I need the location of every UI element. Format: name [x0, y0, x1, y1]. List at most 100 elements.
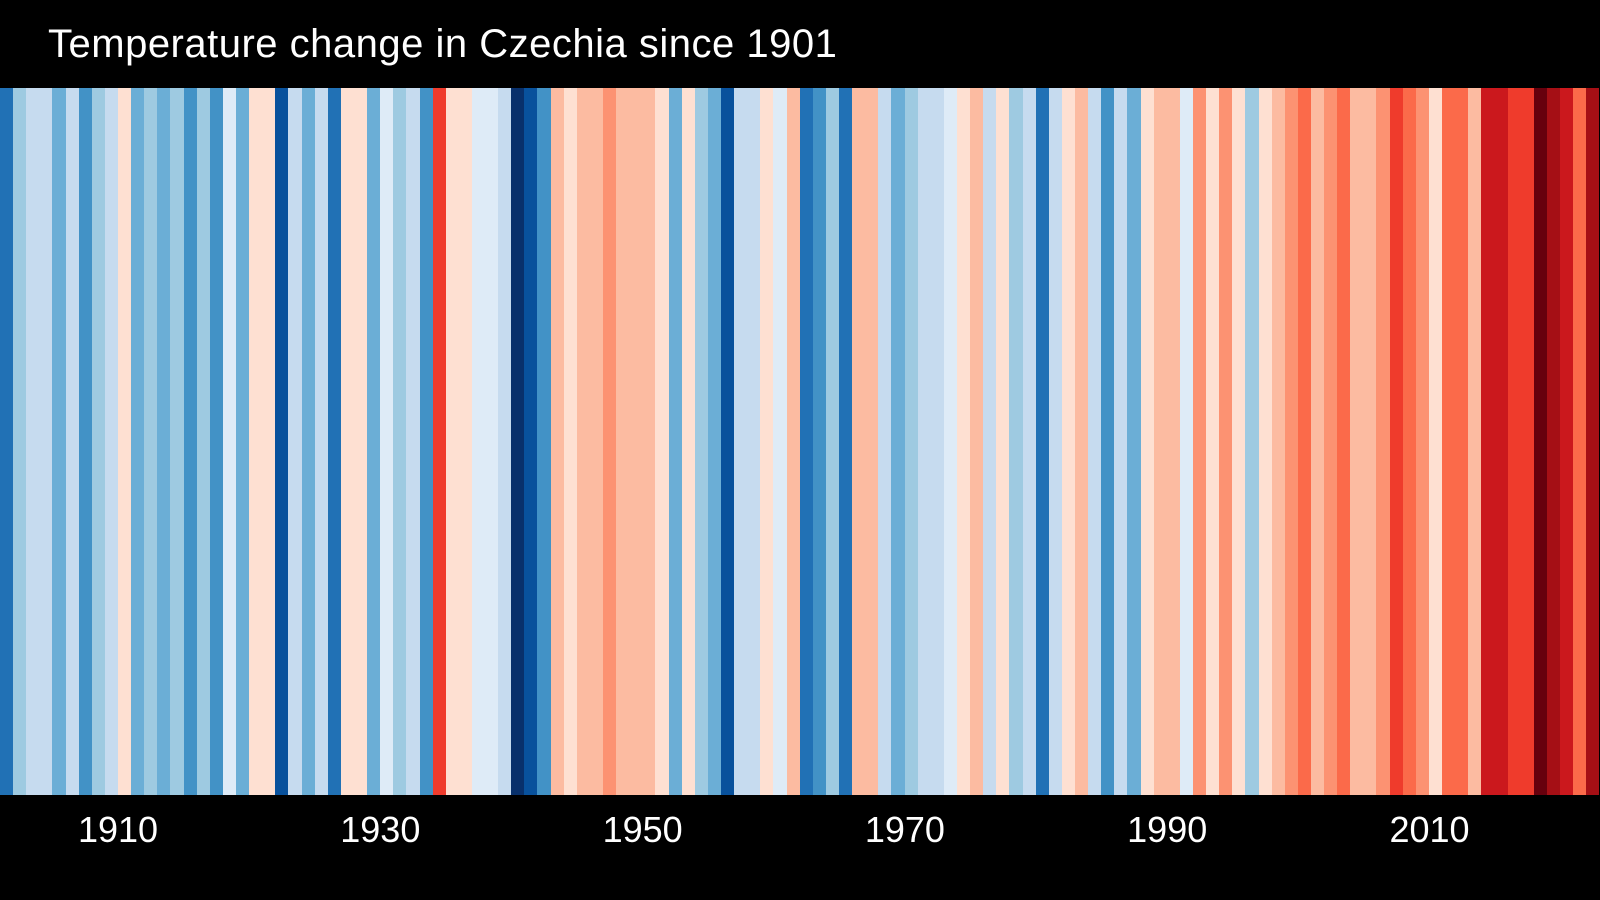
stripe — [694, 88, 708, 795]
stripe — [458, 88, 472, 795]
stripe — [1560, 88, 1574, 795]
stripe — [275, 88, 289, 795]
x-axis: 1910 1930 1950 1970 1990 2010 — [0, 795, 1600, 900]
stripe — [1022, 88, 1036, 795]
stripe — [1232, 88, 1246, 795]
stripe — [1428, 88, 1443, 795]
stripe — [157, 88, 171, 795]
year-label: 2010 — [1389, 809, 1470, 850]
stripe — [825, 88, 839, 795]
stripe — [956, 88, 971, 795]
stripe — [1245, 88, 1259, 795]
stripe — [1310, 88, 1325, 795]
stripe — [0, 88, 14, 795]
stripe — [1455, 88, 1469, 795]
stripe — [603, 88, 617, 795]
stripe — [1206, 88, 1220, 795]
stripe — [1127, 88, 1141, 795]
stripe — [1337, 88, 1351, 795]
stripe — [1533, 88, 1547, 795]
stripe — [511, 88, 525, 795]
stripe — [1140, 88, 1154, 795]
stripe — [485, 88, 499, 795]
stripe — [249, 88, 263, 795]
stripe — [340, 88, 354, 795]
stripe — [852, 88, 866, 795]
stripe — [589, 88, 604, 795]
stripe — [1546, 88, 1561, 795]
stripe — [26, 88, 40, 795]
stripe — [52, 88, 66, 795]
stripe — [353, 88, 368, 795]
stripe — [498, 88, 512, 795]
stripe — [380, 88, 394, 795]
stripes-container — [0, 88, 1600, 795]
stripe — [419, 88, 433, 795]
stripe — [1009, 88, 1023, 795]
stripe — [642, 88, 656, 795]
stripe — [117, 88, 132, 795]
stripe — [878, 88, 892, 795]
stripe — [1153, 88, 1167, 795]
stripe — [1573, 88, 1587, 795]
stripe — [537, 88, 551, 795]
stripe — [799, 88, 813, 795]
stripe — [131, 88, 145, 795]
stripe — [930, 88, 944, 795]
stripe — [563, 88, 577, 795]
stripe — [917, 88, 931, 795]
year-label: 1950 — [602, 809, 683, 850]
stripe — [1088, 88, 1102, 795]
stripe — [760, 88, 774, 795]
stripe — [1507, 88, 1521, 795]
stripe — [327, 88, 341, 795]
stripe — [406, 88, 420, 795]
stripe — [393, 88, 407, 795]
stripe — [1048, 88, 1062, 795]
year-label: 1930 — [340, 809, 421, 850]
stripe — [1101, 88, 1115, 795]
stripe — [681, 88, 695, 795]
stripe — [367, 88, 381, 795]
stripe — [1219, 88, 1233, 795]
stripe — [904, 88, 918, 795]
stripe — [1494, 88, 1508, 795]
year-label: 1970 — [864, 809, 945, 850]
stripe — [707, 88, 722, 795]
stripe — [196, 88, 210, 795]
stripe — [983, 88, 997, 795]
stripe — [616, 88, 630, 795]
stripe — [721, 88, 735, 795]
stripe — [314, 88, 328, 795]
stripe — [1074, 88, 1089, 795]
stripe — [1297, 88, 1311, 795]
year-label: 1990 — [1127, 809, 1208, 850]
stripe — [668, 88, 682, 795]
stripe — [235, 88, 250, 795]
stripe — [1258, 88, 1272, 795]
stripe — [1324, 88, 1338, 795]
stripe — [445, 88, 459, 795]
stripe — [288, 88, 302, 795]
stripe — [1192, 88, 1207, 795]
year-label: 1910 — [77, 809, 159, 850]
stripe — [1415, 88, 1429, 795]
stripe — [865, 88, 879, 795]
stripe — [262, 88, 276, 795]
chart-title: Temperature change in Czechia since 1901 — [48, 21, 838, 66]
stripe — [39, 88, 53, 795]
stripe — [1061, 88, 1075, 795]
stripe — [1271, 88, 1285, 795]
stripe — [1350, 88, 1364, 795]
stripe — [891, 88, 905, 795]
stripe — [734, 88, 748, 795]
stripe — [1166, 88, 1180, 795]
stripe — [104, 88, 118, 795]
stripe — [655, 88, 669, 795]
stripe — [1035, 88, 1049, 795]
stripe — [1442, 88, 1456, 795]
stripe — [970, 88, 984, 795]
stripe — [183, 88, 197, 795]
stripe — [144, 88, 158, 795]
